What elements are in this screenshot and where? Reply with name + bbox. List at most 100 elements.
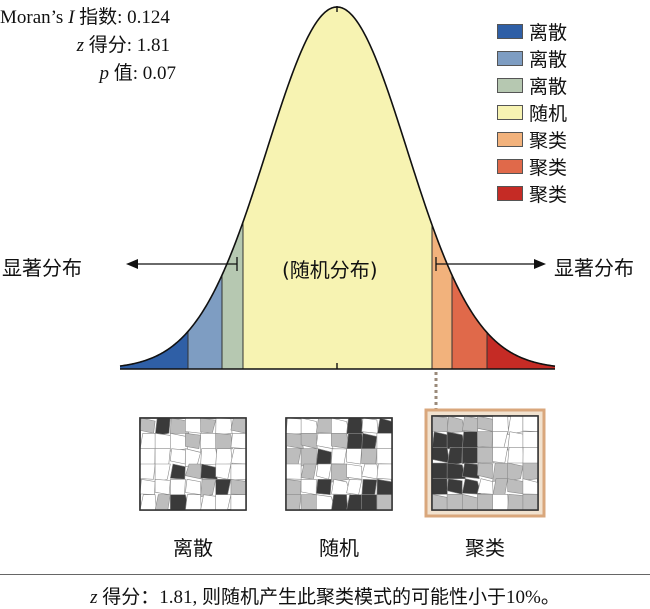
tail-fill-clustered-medium (452, 275, 487, 369)
caption: z 得分：1.81, 则随机产生此聚类模式的可能性小于10%。 (0, 574, 650, 609)
map-region (522, 415, 539, 433)
map-region (300, 494, 319, 511)
p-value-line: p 值: 0.07 (0, 60, 230, 88)
legend-item: 离散 (497, 18, 567, 45)
map-region (376, 433, 393, 451)
map-region (461, 462, 480, 480)
map-region (169, 432, 188, 452)
map-region (230, 463, 247, 481)
caption-z-symbol: z (90, 587, 98, 608)
map-region (522, 494, 539, 511)
center-fill-random (243, 7, 432, 369)
map-region (215, 448, 233, 466)
dispersed-pattern-map (139, 417, 247, 511)
z-symbol: z (76, 35, 84, 56)
legend-swatch (497, 186, 523, 201)
map-region (285, 494, 302, 511)
tail-fill-dispersed-strong (120, 331, 188, 369)
thumbnail-random (285, 417, 393, 511)
legend-item: 聚类 (497, 180, 567, 207)
map-region (285, 432, 304, 450)
map-region (492, 446, 509, 464)
map-region (230, 433, 247, 450)
thumbnail-dispersed (139, 417, 247, 511)
map-region (285, 463, 302, 480)
p-value: 值: 0.07 (108, 63, 176, 84)
map-region (139, 433, 158, 451)
legend-swatch (497, 159, 523, 174)
map-region (185, 494, 202, 511)
tail-fill-clustered-strong (487, 332, 555, 369)
map-region (507, 446, 525, 464)
tail-fill-dispersed-weak (222, 222, 243, 369)
z-score-line: z 得分: 1.81 (0, 32, 230, 60)
map-region (154, 478, 171, 496)
map-region (376, 448, 393, 465)
map-region (200, 478, 217, 497)
map-region (361, 478, 378, 498)
map-region (431, 478, 448, 495)
map-region (492, 415, 509, 434)
tail-fill-dispersed-medium (188, 275, 222, 369)
map-region (522, 431, 539, 450)
legend-label: 聚类 (529, 130, 568, 152)
thumbnail-label-random: 随机 (319, 536, 359, 560)
segment-dividers (187, 222, 488, 369)
map-region (376, 463, 393, 480)
map-region (300, 433, 318, 450)
right-significance-label: 显著分布 (554, 256, 634, 280)
tail-fill-clustered-weak (432, 224, 452, 369)
map-region (185, 478, 202, 496)
map-region (446, 446, 463, 467)
map-region (331, 433, 350, 450)
legend-swatch (497, 78, 523, 93)
map-region (477, 462, 493, 480)
map-region (431, 415, 449, 433)
map-region (154, 417, 171, 437)
legend-swatch (497, 132, 523, 147)
map-region (154, 432, 173, 450)
legend-item: 聚类 (497, 153, 567, 180)
map-region (185, 417, 202, 434)
map-region (361, 417, 379, 434)
map-region (461, 431, 479, 450)
map-region (169, 463, 186, 480)
legend-swatch (497, 51, 523, 66)
thumbnail-label-clustered: 聚类 (465, 536, 505, 560)
map-region (331, 494, 349, 511)
caption-text: 得分：1.81, 则随机产生此聚类模式的可能性小于10%。 (97, 587, 560, 608)
map-region (331, 463, 350, 483)
map-region (300, 478, 317, 496)
random-pattern-map (285, 417, 393, 511)
legend-label: 离散 (529, 76, 568, 98)
map-region (315, 478, 332, 496)
legend: 离散 离散 离散 随机 聚类 聚类 聚类 (497, 18, 567, 207)
map-region (230, 478, 247, 496)
legend-item: 离散 (497, 45, 567, 72)
z-value: 得分: 1.81 (83, 35, 170, 56)
legend-label: 聚类 (529, 184, 568, 206)
map-region (169, 417, 190, 434)
map-region (139, 463, 156, 480)
map-region (492, 494, 509, 511)
legend-item: 聚类 (497, 126, 567, 153)
map-region (361, 494, 378, 511)
random-distribution-label: (随机分布) (282, 258, 378, 282)
map-region (331, 448, 347, 465)
curve-fills (120, 7, 555, 369)
legend-swatch (497, 24, 523, 39)
right-significance-arrow (435, 257, 546, 271)
map-region (461, 415, 479, 433)
map-region (215, 432, 233, 453)
map-region (300, 448, 317, 467)
map-region (361, 432, 378, 450)
map-region (215, 417, 233, 436)
map-region (230, 494, 247, 511)
thumbnail-label-dispersed: 离散 (173, 536, 213, 560)
p-symbol: p (99, 63, 109, 84)
statistics-block: Moran’s I 指数: 0.124 z 得分: 1.81 p 值: 0.07 (0, 4, 230, 88)
map-region (285, 478, 302, 496)
map-region (346, 448, 363, 465)
map-region (139, 478, 156, 496)
